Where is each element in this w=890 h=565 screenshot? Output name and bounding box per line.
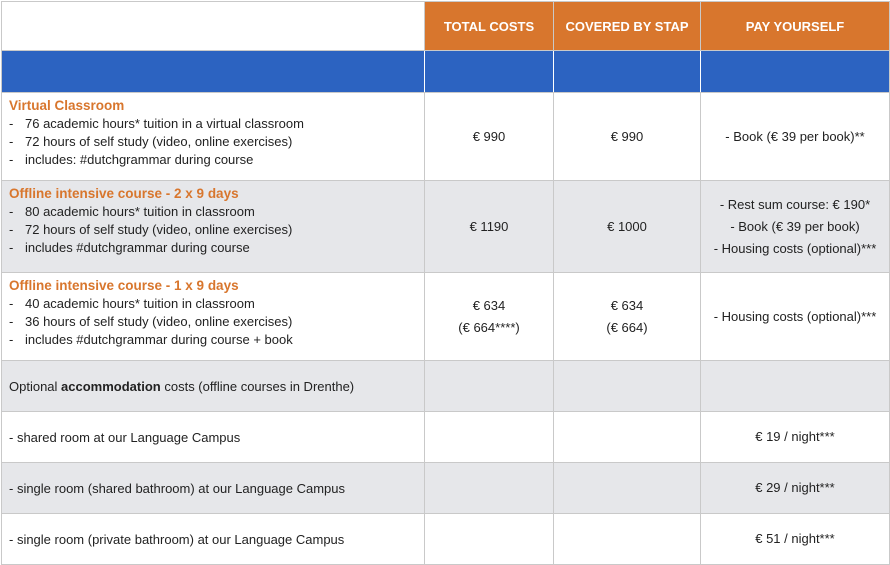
total-cost: € 990 [424,92,554,181]
feature-item: -40 academic hours* tuition in classroom [9,296,255,311]
total-cost: € 1190 [424,180,554,273]
room-row: - single room (private bathroom) at our … [1,513,890,565]
header-row: TOTAL COSTS COVERED BY STAP PAY YOURSELF [1,1,890,51]
feature-item: -36 hours of self study (video, online e… [9,314,293,329]
empty-cell [553,462,701,514]
room-label: - single room (shared bathroom) at our L… [1,462,425,514]
course-title: Virtual Classroom [9,98,125,113]
course-row-offline-2x9: Offline intensive course - 2 x 9 days -8… [1,180,890,273]
course-row-offline-1x9: Offline intensive course - 1 x 9 days -4… [1,272,890,361]
empty-cell [424,360,554,412]
course-description: Offline intensive course - 1 x 9 days -4… [1,272,425,361]
room-row: - single room (shared bathroom) at our L… [1,462,890,514]
pay-yourself: - Book (€ 39 per book)** [700,92,890,181]
covered-cost: € 1000 [553,180,701,273]
accommodation-header-row: Optional accommodation costs (offline co… [1,360,890,412]
empty-cell [424,411,554,463]
room-label: - shared room at our Language Campus [1,411,425,463]
room-label: - single room (private bathroom) at our … [1,513,425,565]
total-cost: € 634 (€ 664****) [424,272,554,361]
feature-item: - includes #dutchgrammar during course + … [9,332,293,347]
empty-cell [424,513,554,565]
empty-cell [553,513,701,565]
room-row: - shared room at our Language Campus € 1… [1,411,890,463]
empty-cell [553,360,701,412]
covered-cost: € 634 (€ 664) [553,272,701,361]
accommodation-heading: Optional accommodation costs (offline co… [1,360,425,412]
feature-item: - includes #dutchgrammar during course [9,240,250,255]
header-total-costs: TOTAL COSTS [424,1,554,51]
course-description: Offline intensive course - 2 x 9 days -8… [1,180,425,273]
blue-band-cell [1,50,425,93]
covered-cost: € 990 [553,92,701,181]
empty-cell [553,411,701,463]
pay-yourself: - Housing costs (optional)*** [700,272,890,361]
empty-cell [700,360,890,412]
feature-item: -80 academic hours* tuition in classroom [9,204,255,219]
room-price: € 51 / night*** [700,513,890,565]
blue-band-row [1,50,890,93]
course-description: Virtual Classroom -76 academic hours* tu… [1,92,425,181]
feature-item: - includes: #dutchgrammar during course [9,152,254,167]
course-title: Offline intensive course - 1 x 9 days [9,278,239,293]
header-covered-by-stap: COVERED BY STAP [553,1,701,51]
pay-yourself: - Rest sum course: € 190* - Book (€ 39 p… [700,180,890,273]
feature-list: -80 academic hours* tuition in classroom… [9,203,418,257]
blue-band-cell [553,50,701,93]
room-price: € 19 / night*** [700,411,890,463]
blue-band-cell [700,50,890,93]
course-row-virtual-classroom: Virtual Classroom -76 academic hours* tu… [1,92,890,181]
blue-band-cell [424,50,554,93]
feature-item: -72 hours of self study (video, online e… [9,222,293,237]
header-pay-yourself: PAY YOURSELF [700,1,890,51]
course-title: Offline intensive course - 2 x 9 days [9,186,239,201]
feature-list: -40 academic hours* tuition in classroom… [9,295,418,349]
room-price: € 29 / night*** [700,462,890,514]
feature-item: -72 hours of self study (video, online e… [9,134,293,149]
empty-cell [424,462,554,514]
header-empty-cell [1,1,425,51]
feature-item: -76 academic hours* tuition in a virtual… [9,116,304,131]
feature-list: -76 academic hours* tuition in a virtual… [9,115,418,169]
